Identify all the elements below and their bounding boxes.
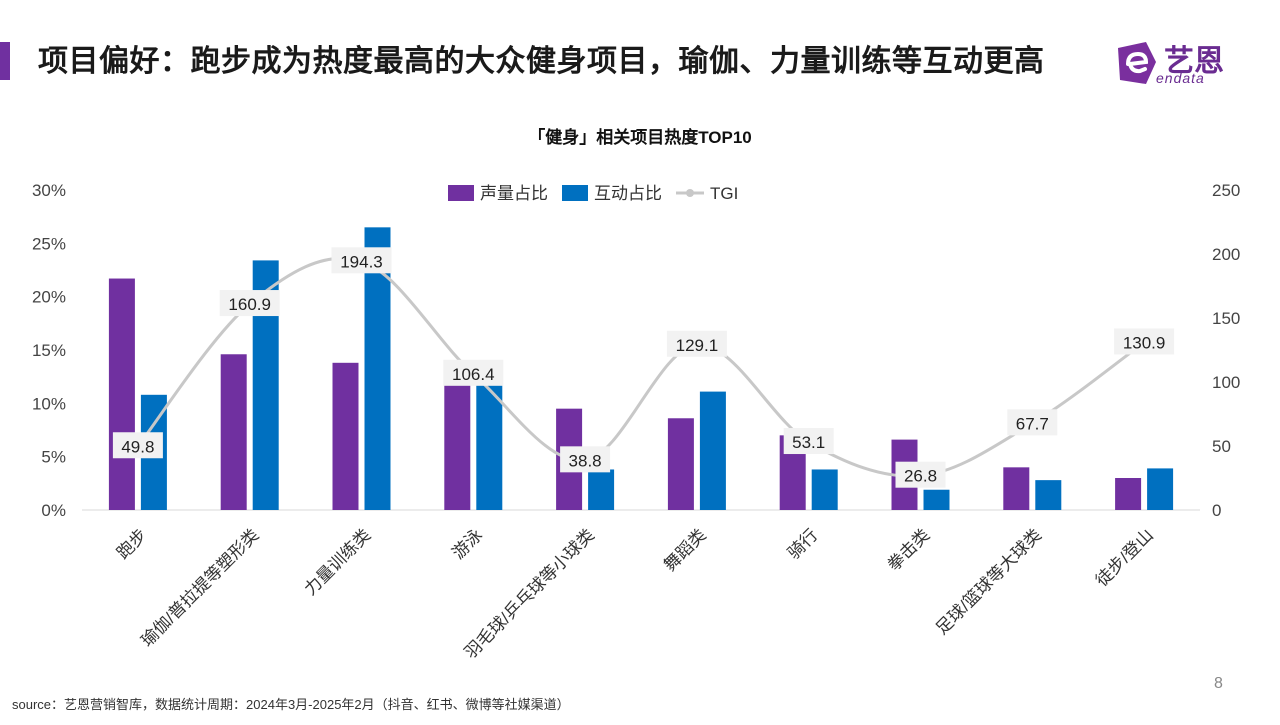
tgi-label-bg bbox=[112, 432, 163, 459]
bar-interaction-share bbox=[699, 391, 726, 510]
logo-chinese-text: 艺恩 bbox=[1164, 45, 1224, 78]
y-right-tick-label: 200 bbox=[1212, 245, 1240, 264]
tgi-label-bg bbox=[1007, 409, 1058, 436]
tgi-line bbox=[136, 256, 1145, 478]
tgi-data-label: 53.1 bbox=[792, 433, 825, 452]
legend-marker-tgi bbox=[686, 189, 694, 197]
legend-swatch-interaction bbox=[562, 185, 588, 201]
tgi-label-bg bbox=[783, 428, 834, 455]
bar-voice-share bbox=[667, 418, 694, 510]
tgi-label-bg bbox=[331, 247, 392, 274]
tgi-data-label: 38.8 bbox=[569, 451, 602, 470]
y-right-tick-label: 150 bbox=[1212, 309, 1240, 328]
x-tick-label: 拳击类 bbox=[884, 525, 933, 574]
tgi-data-label: 194.3 bbox=[340, 252, 383, 271]
page-number: 8 bbox=[1214, 675, 1223, 692]
x-tick-label: 舞蹈类 bbox=[660, 525, 709, 574]
y-left-tick-label: 25% bbox=[32, 234, 66, 253]
legend-label-interaction: 互动占比 bbox=[594, 184, 662, 203]
bar-interaction-share bbox=[1035, 480, 1062, 510]
tgi-data-label: 106.4 bbox=[452, 365, 495, 384]
legend-swatch-voice bbox=[448, 185, 474, 201]
x-tick-label: 足球/篮球等大球类 bbox=[932, 525, 1045, 638]
y-right-tick-label: 50 bbox=[1212, 437, 1231, 456]
x-tick-label: 瑜伽/普拉提等塑形类 bbox=[138, 525, 263, 650]
x-tick-label: 游泳 bbox=[449, 525, 486, 562]
logo-english-text: endata bbox=[1156, 70, 1205, 86]
page-title: 项目偏好：跑步成为热度最高的大众健身项目，瑜伽、力量训练等互动更高 bbox=[38, 45, 1045, 78]
endata-logo: 艺恩 endata bbox=[1112, 36, 1262, 92]
tgi-label-bg bbox=[895, 461, 946, 488]
bar-voice-share bbox=[332, 362, 359, 510]
tgi-label-bg bbox=[560, 446, 611, 473]
tgi-data-label: 26.8 bbox=[904, 467, 937, 486]
bar-voice-share bbox=[220, 354, 247, 510]
x-tick-label: 羽毛球/乒乓球等小球类 bbox=[461, 525, 598, 662]
tgi-data-label: 130.9 bbox=[1123, 333, 1166, 352]
y-left-tick-label: 10% bbox=[32, 394, 66, 413]
x-tick-label: 徒步/登山 bbox=[1092, 525, 1157, 590]
bar-voice-share bbox=[1003, 467, 1030, 510]
bar-interaction-share bbox=[811, 469, 838, 510]
x-tick-label: 力量训练类 bbox=[301, 525, 375, 599]
y-right-tick-label: 100 bbox=[1212, 373, 1240, 392]
tgi-data-label: 160.9 bbox=[228, 295, 271, 314]
tgi-data-label: 67.7 bbox=[1016, 414, 1049, 433]
x-tick-label: 跑步 bbox=[113, 525, 150, 562]
tgi-label-bg bbox=[219, 290, 280, 317]
bar-interaction-share bbox=[476, 369, 503, 510]
legend-label-tgi: TGI bbox=[710, 184, 738, 203]
tgi-label-bg bbox=[666, 330, 727, 357]
bar-voice-share bbox=[108, 278, 135, 510]
x-tick-label: 骑行 bbox=[784, 525, 821, 562]
y-left-tick-label: 30% bbox=[32, 181, 66, 200]
bar-voice-share bbox=[444, 378, 471, 510]
y-right-tick-label: 250 bbox=[1212, 181, 1240, 200]
y-right-tick-label: 0 bbox=[1212, 501, 1221, 520]
y-left-tick-label: 15% bbox=[32, 341, 66, 360]
bar-voice-share bbox=[1115, 478, 1142, 510]
y-left-tick-label: 0% bbox=[41, 501, 66, 520]
y-left-tick-label: 5% bbox=[41, 448, 66, 467]
bar-interaction-share bbox=[923, 489, 950, 510]
legend-label-voice: 声量占比 bbox=[480, 184, 548, 203]
tgi-label-bg bbox=[443, 359, 504, 386]
tgi-label-bg bbox=[1114, 328, 1175, 355]
tgi-data-label: 49.8 bbox=[121, 437, 154, 456]
title-accent-bar bbox=[0, 42, 10, 80]
source-note: source：艺恩营销智库，数据统计周期：2024年3月-2025年2月（抖音、… bbox=[12, 697, 570, 712]
endata-logo-mark bbox=[1118, 42, 1156, 84]
bar-interaction-share bbox=[588, 469, 615, 510]
bar-interaction-share bbox=[1147, 468, 1174, 510]
chart-title: 「健身」相关项目热度TOP10 bbox=[528, 127, 752, 147]
tgi-data-label: 129.1 bbox=[676, 336, 719, 355]
y-left-tick-label: 20% bbox=[32, 288, 66, 307]
